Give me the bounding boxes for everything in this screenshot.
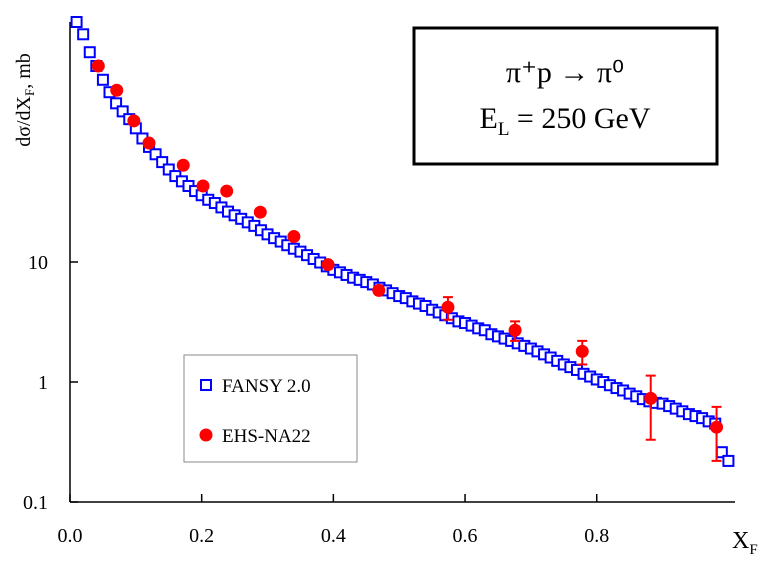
x-label-sub: F xyxy=(749,542,757,558)
legend-label: EHS-NA22 xyxy=(222,426,311,447)
data-point xyxy=(220,184,234,198)
x-label-main: X xyxy=(732,528,749,554)
annotation-e: E xyxy=(479,102,497,135)
data-point xyxy=(253,205,267,219)
y-tick-label: 0.1 xyxy=(23,492,48,514)
y-tick-label: 1 xyxy=(38,372,48,394)
data-point xyxy=(722,454,735,467)
y-label-end: , mb xyxy=(13,53,35,89)
annotation-rest: = 250 GeV xyxy=(509,102,650,135)
data-point xyxy=(321,258,335,272)
data-point xyxy=(372,283,386,297)
x-tick-label: 0.8 xyxy=(584,525,609,547)
legend-marker xyxy=(200,379,212,391)
data-point xyxy=(142,136,156,150)
x-tick-label: 0.6 xyxy=(453,525,478,547)
x-tick-label: 0.0 xyxy=(58,525,83,547)
annotation-sub: L xyxy=(498,119,510,140)
data-point xyxy=(91,59,105,73)
data-point xyxy=(110,83,124,97)
annotation-line2: EL = 250 GeV xyxy=(479,102,650,140)
data-point xyxy=(83,46,96,59)
annotation-line1: π⁺p → π⁰ xyxy=(506,56,624,89)
data-point xyxy=(196,179,210,193)
data-point xyxy=(575,344,589,358)
x-tick-label: 0.4 xyxy=(321,525,346,547)
data-point xyxy=(149,148,162,161)
y-tick-label: 10 xyxy=(28,252,48,274)
y-label-main: dσ/dX xyxy=(13,95,35,146)
data-point xyxy=(162,163,175,176)
data-point xyxy=(110,97,123,110)
data-point xyxy=(77,28,90,41)
legend-box xyxy=(183,354,358,463)
data-point xyxy=(287,230,301,244)
data-point xyxy=(644,391,658,405)
y-axis-label: dσ/dXF, mb xyxy=(13,53,37,147)
x-tick-label: 0.2 xyxy=(189,525,214,547)
data-point xyxy=(176,158,190,172)
data-point xyxy=(441,300,455,314)
error-bar xyxy=(711,405,722,462)
data-point xyxy=(156,156,169,169)
x-axis-label: XF xyxy=(732,528,758,558)
data-point xyxy=(116,105,129,118)
data-point xyxy=(508,323,522,337)
error-bar xyxy=(645,374,656,441)
y-label-sub: F xyxy=(22,89,37,96)
data-point xyxy=(70,16,83,28)
data-point xyxy=(127,114,141,128)
data-point xyxy=(710,420,724,434)
data-point xyxy=(96,73,109,86)
legend-marker xyxy=(199,428,213,442)
annotation-box xyxy=(412,26,719,166)
legend-label: FANSY 2.0 xyxy=(222,376,311,397)
